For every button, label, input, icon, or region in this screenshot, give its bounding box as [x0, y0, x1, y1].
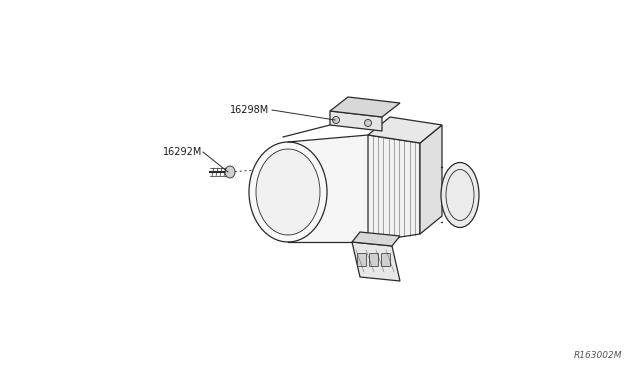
- Polygon shape: [368, 117, 442, 143]
- Ellipse shape: [225, 166, 235, 178]
- Polygon shape: [420, 125, 442, 234]
- Polygon shape: [330, 97, 400, 117]
- Polygon shape: [352, 232, 400, 246]
- Ellipse shape: [249, 142, 327, 242]
- Text: 16292M: 16292M: [163, 147, 202, 157]
- Polygon shape: [368, 135, 420, 242]
- FancyBboxPatch shape: [369, 253, 378, 266]
- Polygon shape: [288, 135, 368, 242]
- Text: R163002M: R163002M: [573, 351, 622, 360]
- Ellipse shape: [256, 149, 320, 235]
- Polygon shape: [330, 111, 382, 131]
- Circle shape: [333, 116, 339, 124]
- FancyBboxPatch shape: [358, 253, 367, 266]
- Polygon shape: [352, 242, 400, 281]
- FancyBboxPatch shape: [381, 253, 390, 266]
- Text: 16298M: 16298M: [230, 105, 269, 115]
- Circle shape: [365, 119, 371, 126]
- Ellipse shape: [441, 163, 479, 228]
